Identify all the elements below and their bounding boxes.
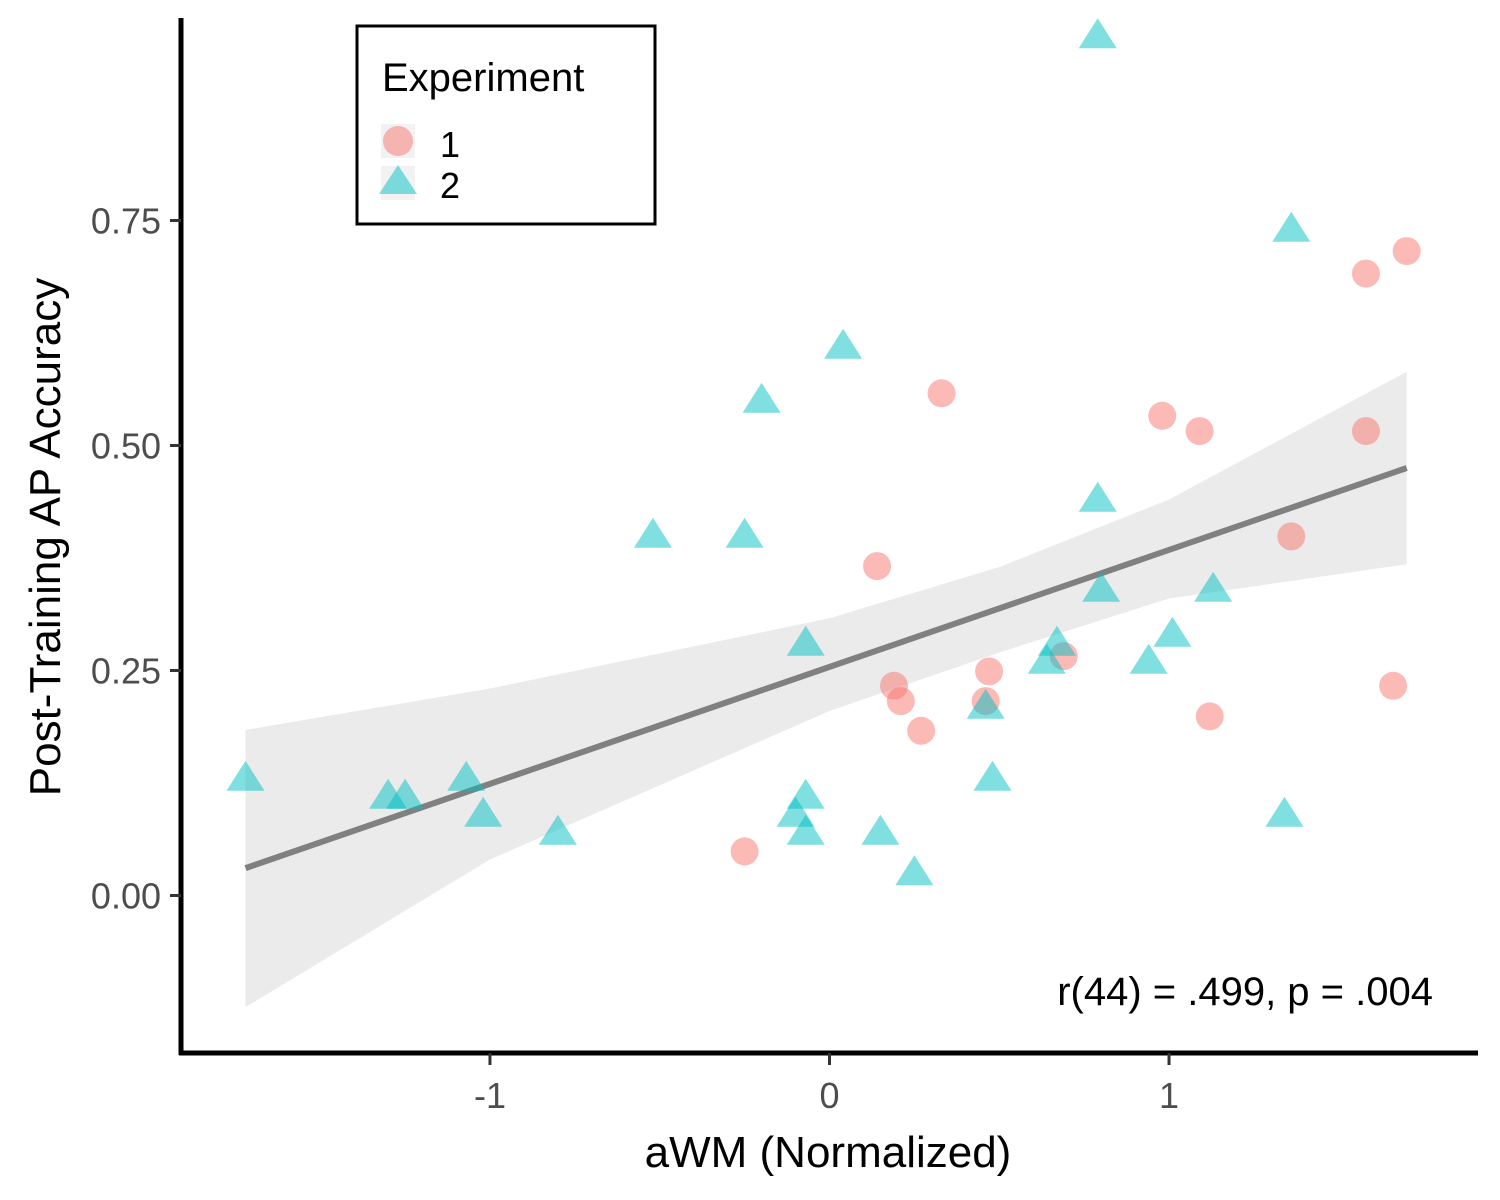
point-exp2-20 <box>1078 18 1117 49</box>
y-tick-label-0: 0.00 <box>91 876 161 917</box>
point-exp2-16 <box>966 688 1005 719</box>
y-tick-label-2: 0.50 <box>91 426 161 467</box>
point-exp2-6 <box>633 517 672 548</box>
point-exp2-7 <box>725 517 764 548</box>
y-tick-label-1: 0.25 <box>91 651 161 692</box>
x-axis-title: aWM (Normalized) <box>645 1128 1012 1177</box>
point-exp2-11 <box>786 814 825 845</box>
legend-title: Experiment <box>382 56 584 100</box>
point-exp2-8 <box>742 382 781 413</box>
point-exp1-12 <box>1277 522 1306 551</box>
point-exp2-3 <box>447 760 486 791</box>
x-tick-label-1: 0 <box>819 1075 839 1116</box>
point-exp1-16 <box>1392 237 1421 266</box>
legend-key-triangle <box>379 165 417 194</box>
point-exp2-25 <box>1194 571 1233 602</box>
point-exp2-15 <box>895 855 934 886</box>
y-axis-title: Post-Training AP Accuracy <box>21 278 70 796</box>
legend-key-circle <box>383 126 413 156</box>
point-exp2-22 <box>1082 571 1121 602</box>
regression-line <box>244 465 1408 871</box>
point-exp2-14 <box>861 814 900 845</box>
point-exp1-4 <box>907 716 936 745</box>
point-exp2-13 <box>824 328 863 359</box>
point-exp2-17 <box>973 760 1012 791</box>
correlation-annotation: r(44) = .499, p = .004 <box>1057 970 1433 1014</box>
point-exp2-27 <box>1272 211 1311 242</box>
point-exp2-5 <box>538 814 577 845</box>
y-ticks: 0.00 0.25 0.50 0.75 <box>91 201 181 917</box>
legend-label-1: 1 <box>440 124 460 165</box>
point-exp2-24 <box>1153 616 1192 647</box>
y-tick-label-3: 0.75 <box>91 201 161 242</box>
point-exp2-21 <box>1078 481 1117 512</box>
data-points-layer <box>226 18 1421 886</box>
point-exp1-5 <box>927 379 956 408</box>
regression-line-layer <box>244 465 1408 871</box>
point-exp2-19 <box>1037 625 1076 656</box>
point-exp2-12 <box>786 625 825 656</box>
point-exp2-26 <box>1265 796 1304 827</box>
point-exp1-9 <box>1148 401 1177 430</box>
point-exp2-0 <box>226 760 265 791</box>
confidence-band <box>245 371 1407 1008</box>
point-exp2-2 <box>386 778 425 809</box>
point-exp1-13 <box>1351 417 1380 446</box>
point-exp1-3 <box>886 687 915 716</box>
point-exp1-14 <box>1351 259 1380 288</box>
confidence-band-layer <box>245 371 1407 1008</box>
x-ticks: -1 0 1 <box>474 1053 1179 1116</box>
point-exp1-7 <box>975 657 1004 686</box>
point-exp1-11 <box>1195 702 1224 731</box>
x-tick-label-2: 1 <box>1159 1075 1179 1116</box>
point-exp1-1 <box>863 552 892 581</box>
legend-label-2: 2 <box>440 165 460 206</box>
point-exp2-18 <box>1027 643 1066 674</box>
x-tick-label-0: -1 <box>474 1075 506 1116</box>
legend: Experiment 1 2 <box>355 24 657 226</box>
point-exp1-15 <box>1379 671 1408 700</box>
point-exp1-10 <box>1185 417 1214 446</box>
point-exp2-23 <box>1129 643 1168 674</box>
point-exp2-10 <box>786 778 825 809</box>
point-exp1-0 <box>730 837 759 866</box>
point-exp2-4 <box>464 796 503 827</box>
